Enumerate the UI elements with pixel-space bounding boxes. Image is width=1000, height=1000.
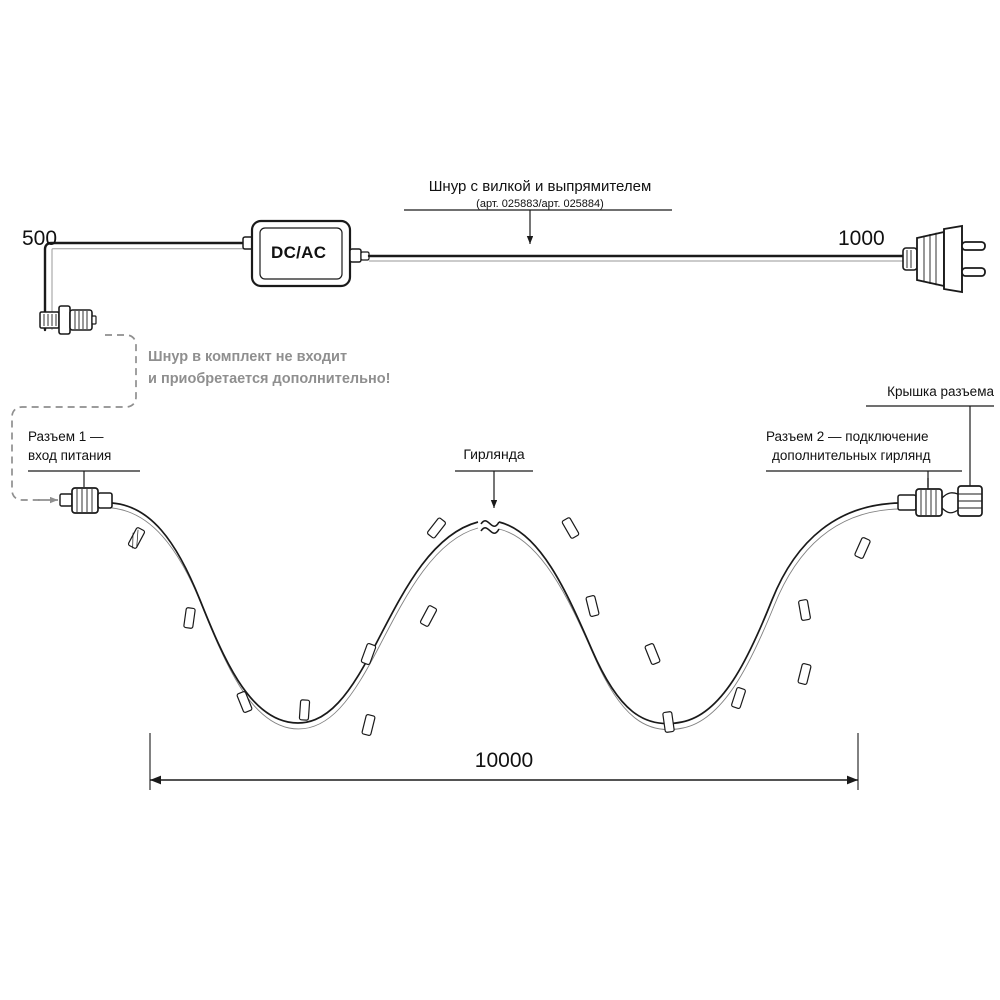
led-bulb-icon [360, 643, 377, 665]
output-connector-icon [897, 478, 943, 517]
connector2-label-line2: дополнительных гирлянд [772, 448, 931, 463]
connector1-label-line1: Разъем 1 — [28, 429, 104, 444]
led-bulb-icon [298, 699, 311, 721]
garland-leader-line [455, 470, 533, 508]
total-length-label: 10000 [474, 749, 534, 772]
optional-cord-dashed-path [11, 334, 137, 504]
led-bulb-icon [662, 711, 675, 733]
led-bulb-icon [236, 691, 253, 713]
female-connector-icon [59, 487, 113, 514]
led-bulb-icon [419, 605, 438, 627]
connector1-label-line2: вход питания [28, 448, 112, 463]
cord-title-label: Шнур с вилкой и выпрямителем [428, 178, 652, 195]
garland-wire-left-twist [111, 507, 479, 730]
garland-assembly [28, 405, 994, 736]
led-bulb-icon [797, 663, 812, 685]
cord-leader-line [404, 209, 672, 244]
power-adapter-icon [250, 219, 352, 288]
adapter-right-strain-relief [349, 248, 370, 263]
led-bulb-icon [127, 527, 146, 549]
dimension-left-label: 500 [22, 227, 58, 250]
cap-leader-line [866, 405, 994, 486]
led-bulb-icon [854, 537, 871, 559]
garland-wire-left [111, 502, 479, 724]
cord-subtitle-label: (арт. 025883/арт. 025884) [476, 198, 604, 210]
wall-plug-icon [902, 224, 986, 294]
total-length-dimension [149, 733, 859, 790]
led-bulb-icon [561, 517, 580, 539]
led-bulb-icon [361, 714, 376, 736]
optional-cord-note-line2: и приобретается дополнительно! [148, 371, 391, 387]
optional-cord-note-line1: Шнур в комплект не входит [148, 349, 348, 365]
garland-wire-right [498, 502, 901, 725]
led-bulb-icon [798, 599, 811, 621]
connector2-label-line1: Разъем 2 — подключение [766, 429, 929, 444]
led-bulb-icon [585, 595, 600, 617]
cap-label: Крышка разъема [887, 384, 994, 399]
led-bulb-icon [183, 607, 196, 629]
connector-cap-icon [941, 485, 983, 517]
garland-wire-right-twist [498, 508, 901, 731]
led-bulb-icon [731, 687, 746, 709]
led-bulb-icon [644, 643, 661, 665]
break-mark-icon [478, 517, 503, 537]
right-cable [367, 254, 907, 262]
left-cable [43, 241, 247, 332]
garland-label: Гирлянда [463, 446, 525, 462]
power-cord-assembly [39, 209, 986, 335]
led-bulbs [127, 517, 871, 736]
connector1-leader-line [28, 470, 140, 487]
connector2-leader-line [766, 470, 962, 487]
male-connector-icon [39, 305, 97, 335]
led-bulb-icon [427, 517, 446, 539]
dimension-right-label: 1000 [838, 227, 885, 250]
adapter-label: DC/AC [271, 243, 327, 262]
